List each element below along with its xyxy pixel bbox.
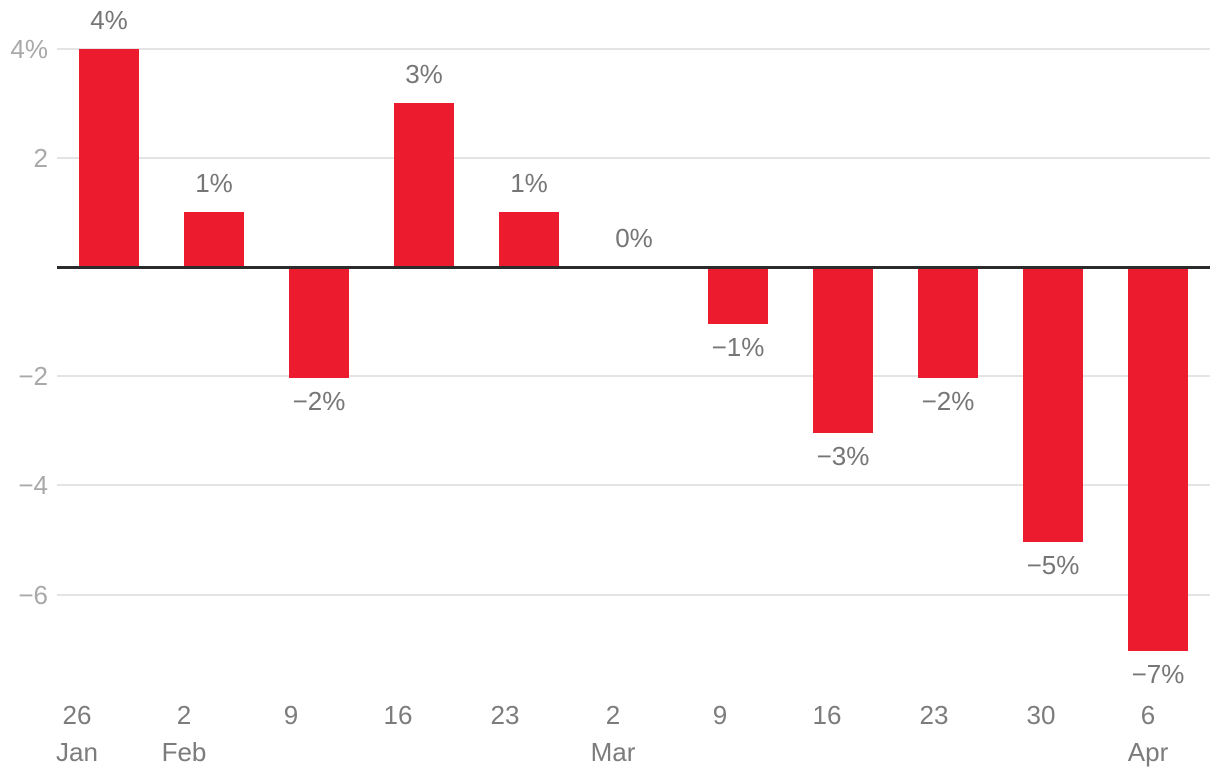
x-axis-day-label: 16 (383, 700, 413, 730)
x-axis-day-label: 23 (919, 700, 949, 730)
bar (708, 269, 768, 324)
bar (184, 212, 244, 267)
x-axis-day-label: 30 (1026, 700, 1056, 730)
y-axis-tick-label: −4 (18, 470, 48, 500)
x-axis-month-label: Apr (1127, 737, 1169, 767)
x-axis-day-label: 6 (1140, 700, 1156, 730)
bar (79, 49, 139, 267)
bar (394, 103, 454, 267)
bar-value-label: −5% (1026, 550, 1080, 580)
bar-value-label: −7% (1131, 659, 1185, 689)
bar-value-label: −1% (711, 332, 765, 362)
x-axis-month-label: Jan (56, 737, 98, 767)
bar-value-label: 4% (90, 5, 128, 35)
bar-value-label: −2% (292, 386, 346, 416)
x-axis-month-label: Mar (590, 737, 636, 767)
gridline (57, 484, 1210, 486)
gridline (57, 594, 1210, 596)
x-axis-day-label: 16 (812, 700, 842, 730)
bar (1128, 269, 1188, 651)
bar-value-label: 3% (405, 59, 443, 89)
zero-baseline (57, 266, 1210, 269)
x-axis-day-label: 9 (712, 700, 728, 730)
x-axis-day-label: 2 (605, 700, 621, 730)
x-axis-day-label: 23 (490, 700, 520, 730)
bar (1023, 269, 1083, 542)
bar-value-label: −3% (816, 441, 870, 471)
bar-value-label: 1% (195, 168, 233, 198)
bar (813, 269, 873, 433)
x-axis-day-label: 26 (62, 700, 92, 730)
x-axis-day-label: 2 (176, 700, 192, 730)
y-axis-tick-label: 2 (33, 143, 48, 173)
x-axis-day-label: 9 (283, 700, 299, 730)
bar (499, 212, 559, 267)
bar (289, 269, 349, 378)
y-axis-tick-label: 4% (10, 34, 48, 64)
x-axis-month-label: Feb (161, 737, 207, 767)
bar-value-label: 1% (510, 168, 548, 198)
y-axis-tick-label: −6 (18, 580, 48, 610)
gridline (57, 157, 1210, 159)
bar-value-label: 0% (615, 223, 653, 253)
y-axis-tick-label: −2 (18, 361, 48, 391)
bar-value-label: −2% (921, 386, 975, 416)
gridline (57, 48, 1210, 50)
bar (918, 269, 978, 378)
gridline (57, 375, 1210, 377)
